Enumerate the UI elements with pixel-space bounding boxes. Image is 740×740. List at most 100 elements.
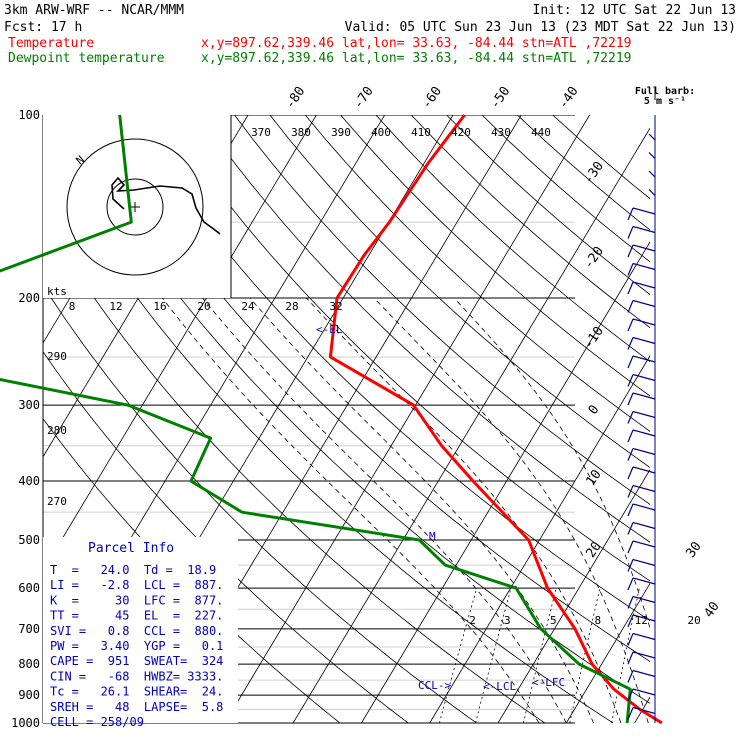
isotherm-right-label: 10 (583, 467, 604, 488)
barb-shaft (632, 540, 656, 548)
wind-barb (627, 244, 656, 258)
dry-adiabat (446, 115, 650, 295)
wind-barb (627, 540, 656, 554)
temperature-location: x,y=897.62,339.46 lat,lon= 33.63, -84.44… (201, 36, 631, 51)
wind-barb (627, 595, 656, 609)
barb-shaft (632, 558, 656, 567)
wind-barb (627, 503, 656, 517)
barb-flag (627, 651, 634, 665)
m-annotation: M (429, 530, 436, 543)
wind-barb (627, 429, 656, 443)
isotherm-right-label: 0 (586, 402, 603, 417)
barb-shaft (632, 614, 656, 622)
barb-shaft (632, 688, 656, 696)
parcel-info-panel: Parcel Info T = 24.0 Td = 18.9LI = -2.8 … (43, 537, 238, 729)
barb-shaft (632, 447, 656, 456)
wind-barb (627, 484, 656, 498)
barb-flag (627, 577, 634, 591)
barb-flag (627, 318, 634, 332)
isotherm-right-label: 30 (683, 539, 704, 560)
isotherm-line (292, 127, 650, 723)
barb-flag (627, 485, 634, 498)
parcel-info-row: SVI = 0.8 CCL = 880. (50, 624, 223, 638)
barb-shaft (632, 373, 656, 382)
barb-flag (627, 596, 634, 609)
barb-flag (627, 355, 634, 369)
dry-adiabat (128, 115, 650, 622)
barb-shaft (648, 189, 656, 196)
hodograph-theta-label: 380 (291, 126, 311, 139)
wind-barb (648, 189, 656, 196)
barb-flag (627, 429, 634, 443)
barb-shaft (632, 355, 656, 363)
hodograph-speed-label: 8 (69, 300, 76, 313)
wind-barb (627, 466, 656, 480)
barb-shaft (632, 466, 656, 474)
moist-adiabat (453, 297, 650, 630)
isotherm-right-label: -30 (581, 159, 607, 187)
barb-flag (627, 281, 634, 295)
barb-flag (627, 226, 634, 239)
dewpoint-location: x,y=897.62,339.46 lat,lon= 33.63, -84.44… (201, 51, 631, 66)
mixing-ratio-line (439, 587, 478, 723)
parcel-info-row: Tc = 26.1 SHEAR= 24. (50, 685, 223, 699)
parcel-info-row: CELL = 258/09 (50, 715, 144, 729)
moist-adiabat (161, 297, 540, 723)
barb-flag (627, 614, 634, 628)
barb-shaft (648, 133, 656, 141)
barb-legend-unit: 5 m s⁻¹ (644, 96, 686, 107)
pressure-tick-label: 300 (18, 398, 40, 412)
wind-barb (627, 318, 656, 332)
mixing-ratio-line (611, 588, 640, 723)
isotherm-line (429, 355, 650, 723)
hodograph-theta-label: 390 (331, 126, 351, 139)
barb-shaft (632, 632, 656, 641)
init-time: Init: 12 UTC Sat 22 Jun 13 (533, 3, 737, 18)
isotherm-top-label: -40 (556, 84, 582, 112)
parcel-info-title: Parcel Info (88, 541, 174, 556)
wind-barb (627, 281, 656, 295)
isotherm-line (634, 696, 650, 723)
hodograph-speed-label: 24 (241, 300, 255, 313)
wind-barb (627, 373, 656, 387)
barb-shaft (632, 669, 656, 678)
dry-adiabat-label: 270 (47, 495, 67, 508)
hodograph-speed-label: 20 (197, 300, 210, 313)
barb-shaft (632, 503, 656, 511)
lfc-annotation: <-LFC (532, 676, 565, 689)
parcel-info-row: CIN = -68 HWBZ= 3333. (50, 669, 223, 683)
pressure-tick-label: 100 (18, 108, 40, 122)
valid-time: Valid: 05 UTC Sun 23 Jun 13 (23 MDT Sat … (345, 20, 736, 35)
hodograph-theta-label: 440 (531, 126, 551, 139)
pressure-tick-label: 600 (18, 581, 40, 595)
hodograph-theta-label: 400 (371, 126, 391, 139)
mixing-ratio-line (475, 587, 512, 723)
barb-flag (627, 559, 634, 572)
barb-flag (627, 540, 634, 554)
hodograph-ring (106, 178, 164, 236)
wind-barb (627, 392, 656, 406)
wind-barb (627, 651, 656, 665)
moist-adiabat (373, 297, 649, 723)
isotherm-line (224, 115, 590, 723)
pressure-tick-label: 800 (18, 657, 40, 671)
dry-adiabat (43, 152, 614, 723)
model-title: 3km ARW-WRF -- NCAR/MMM (4, 3, 184, 18)
barb-flag (627, 466, 634, 480)
dry-adiabat (163, 115, 650, 582)
pressure-tick-label: 700 (18, 622, 40, 636)
barb-shaft (632, 410, 656, 419)
dry-adiabat (304, 115, 650, 432)
isotherm-line (43, 115, 317, 572)
wind-barb (648, 152, 656, 159)
parcel-info-row: PW = 3.40 YGP = 0.1 (50, 639, 223, 653)
dry-adiabat (517, 115, 650, 231)
el-annotation: <-EL (316, 323, 343, 336)
pressure-tick-label: 500 (18, 533, 40, 547)
barb-shaft (648, 152, 656, 159)
barb-flag (627, 374, 634, 387)
dry-adiabat (234, 115, 650, 505)
hodograph-speed-label: 32 (329, 300, 342, 313)
isotherm-line (497, 468, 650, 723)
moist-adiabat (306, 297, 622, 723)
